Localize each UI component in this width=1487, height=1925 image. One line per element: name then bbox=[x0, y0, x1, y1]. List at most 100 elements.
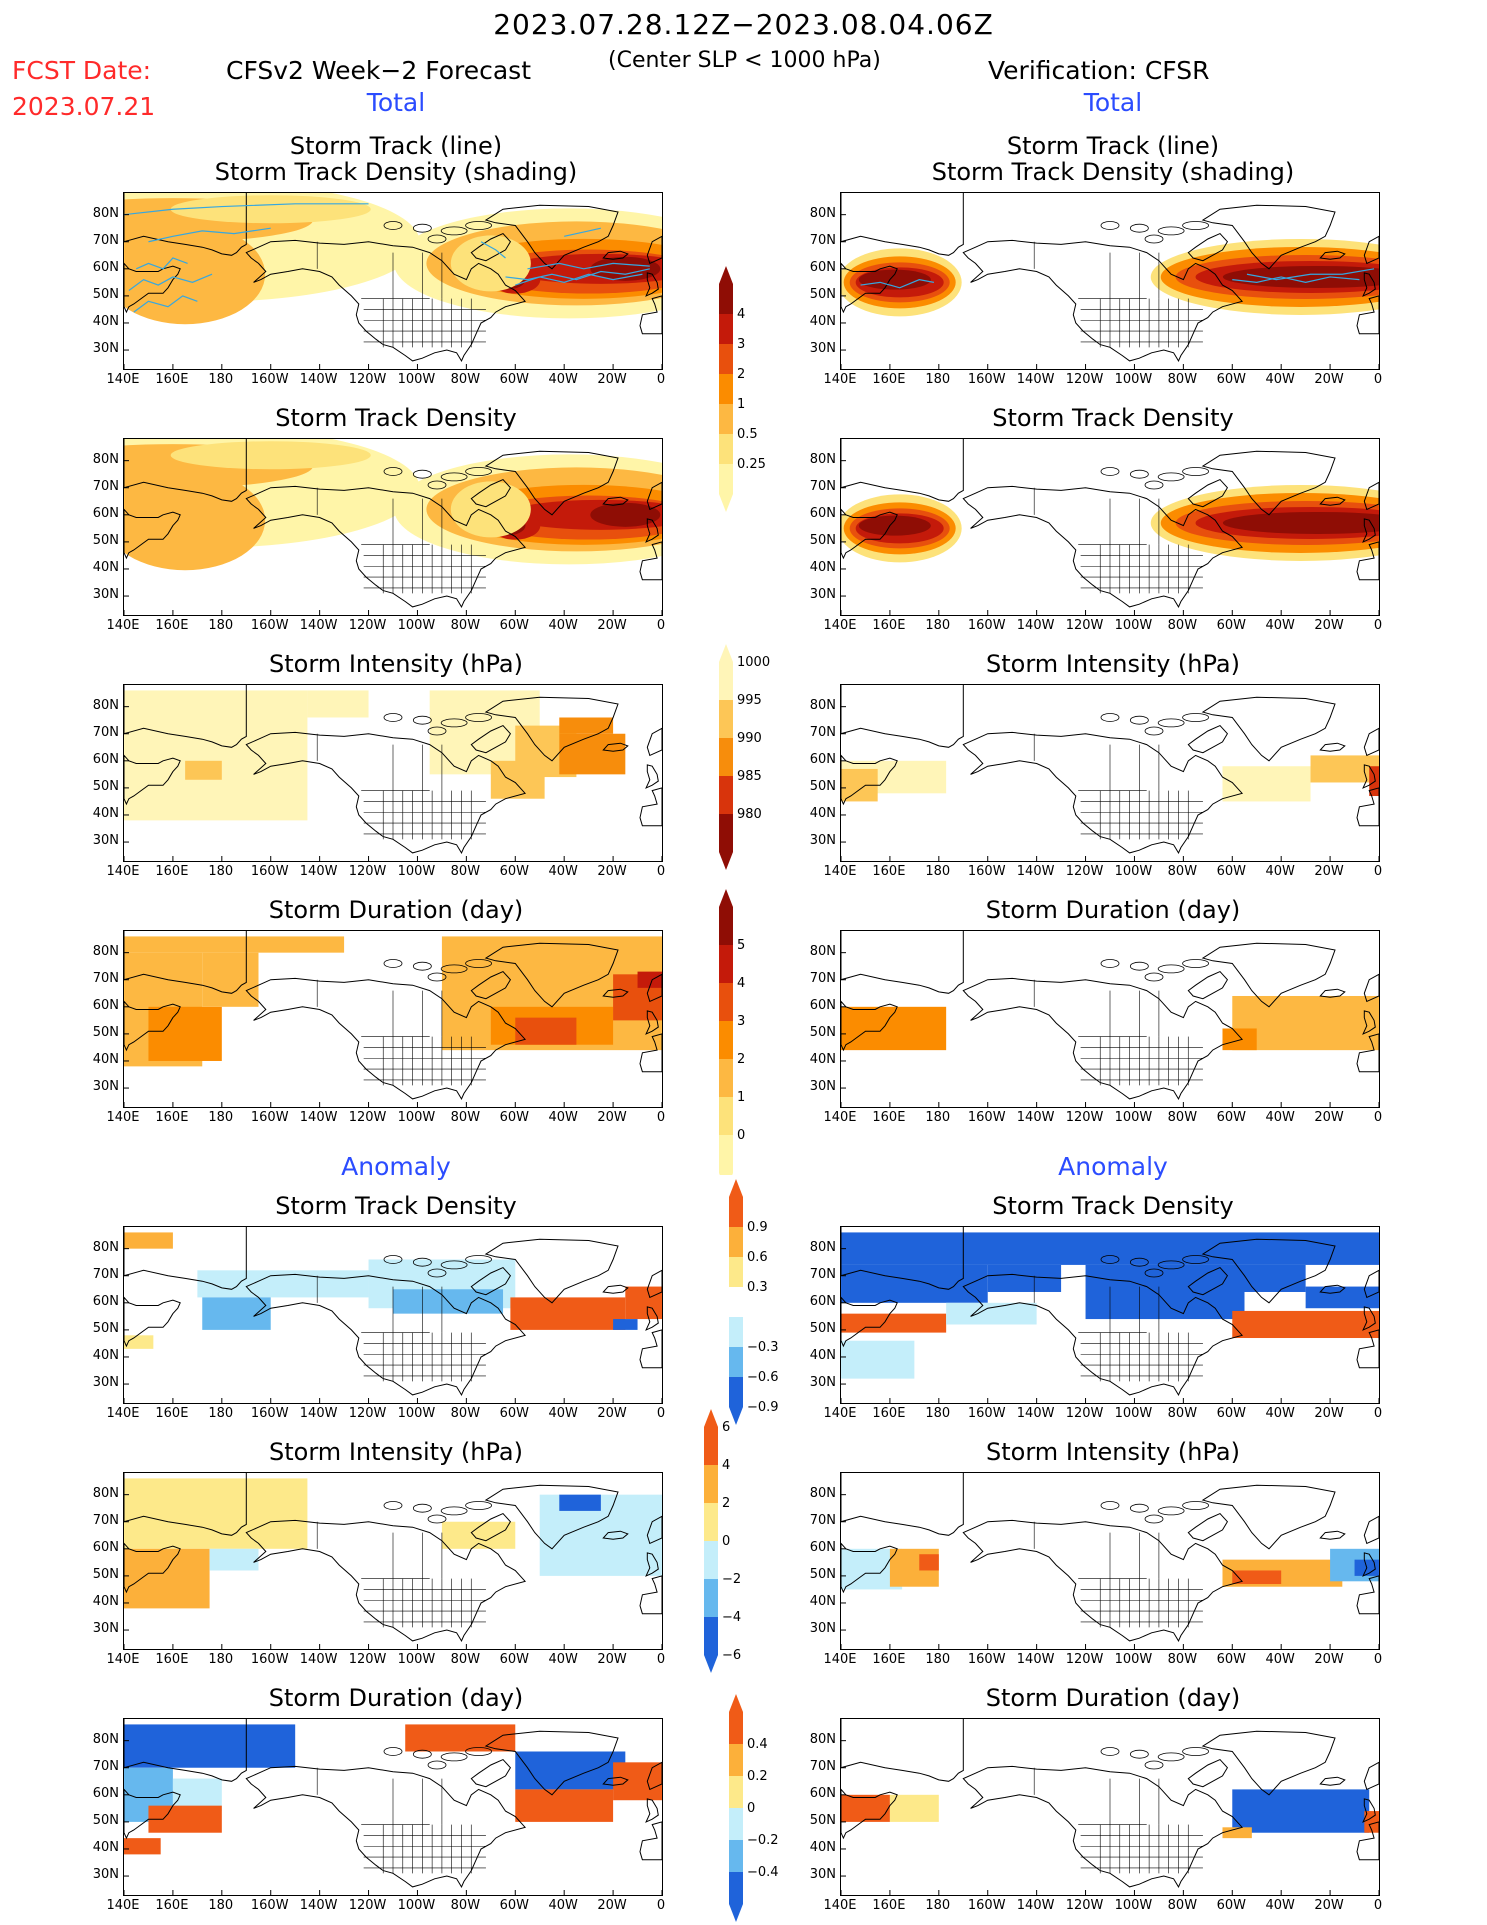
lon-label: 0 bbox=[656, 372, 666, 387]
lon-label: 60W bbox=[499, 1110, 529, 1125]
lon-label: 20W bbox=[597, 618, 627, 633]
lon-label: 120W bbox=[1065, 1110, 1104, 1125]
lon-label: 180 bbox=[208, 1406, 234, 1421]
lat-label: 60N bbox=[92, 997, 119, 1013]
lon-label: 140W bbox=[1016, 618, 1055, 633]
lat-label: 70N bbox=[92, 1758, 119, 1774]
lat-label: 80N bbox=[809, 1485, 836, 1501]
lon-label: 60W bbox=[499, 1898, 529, 1913]
svg-text:4: 4 bbox=[722, 1458, 730, 1473]
colorbar-duration-total: 5 4 3 2 1 0 bbox=[719, 889, 745, 1175]
lon-label: 80W bbox=[450, 1110, 481, 1125]
lat-label: 50N bbox=[809, 1566, 836, 1582]
right-anomaly-label: Anomaly bbox=[1058, 1152, 1168, 1181]
lon-label: 140W bbox=[1016, 1110, 1055, 1125]
svg-text:2: 2 bbox=[722, 1496, 730, 1511]
svg-text:−2: −2 bbox=[722, 1572, 741, 1587]
svg-text:3: 3 bbox=[737, 337, 745, 352]
svg-text:6: 6 bbox=[722, 1420, 730, 1435]
lat-label: 60N bbox=[809, 1785, 836, 1801]
lat-label: 30N bbox=[809, 1867, 836, 1883]
lon-label: 40W bbox=[1265, 1652, 1295, 1667]
lon-label: 40W bbox=[548, 1898, 578, 1913]
lon-label: 20W bbox=[1314, 1898, 1344, 1913]
title-density-right: Storm Track Density bbox=[992, 404, 1234, 432]
lon-label: 140W bbox=[299, 618, 338, 633]
lon-label: 40W bbox=[548, 864, 578, 879]
lon-label: 80W bbox=[1167, 372, 1198, 387]
lon-label: 160W bbox=[250, 1406, 289, 1421]
lat-label: 80N bbox=[92, 697, 119, 713]
lon-label: 160W bbox=[967, 1652, 1006, 1667]
lon-label: 160E bbox=[155, 618, 189, 633]
lon-label: 140E bbox=[823, 618, 857, 633]
lon-label: 140E bbox=[106, 372, 140, 387]
lon-label: 160E bbox=[872, 1898, 906, 1913]
political-boundaries bbox=[316, 221, 492, 348]
lon-label: 160E bbox=[155, 1406, 189, 1421]
lon-label: 160W bbox=[250, 1110, 289, 1125]
lon-label: 100W bbox=[397, 618, 436, 633]
lon-label: 20W bbox=[1314, 372, 1344, 387]
lon-label: 120W bbox=[348, 372, 387, 387]
lon-label: 0 bbox=[1373, 1406, 1383, 1421]
lon-label: 100W bbox=[397, 1406, 436, 1421]
right-total-label: Total bbox=[1083, 88, 1143, 117]
svg-text:−0.4: −0.4 bbox=[747, 1865, 779, 1880]
lat-label: 70N bbox=[809, 1266, 836, 1282]
model-title: CFSv2 Week−2 Forecast bbox=[226, 56, 531, 85]
lat-label: 50N bbox=[809, 532, 836, 548]
svg-text:0.4: 0.4 bbox=[747, 1737, 768, 1752]
lon-label: 0 bbox=[1373, 1110, 1383, 1125]
lon-label: 0 bbox=[1373, 864, 1383, 879]
lon-label: 140E bbox=[823, 864, 857, 879]
lat-label: 40N bbox=[809, 1347, 836, 1363]
land-outline bbox=[124, 1473, 662, 1642]
lon-label: 100W bbox=[397, 1898, 436, 1913]
lon-label: 120W bbox=[1065, 372, 1104, 387]
lon-label: 160W bbox=[967, 1110, 1006, 1125]
title-track-shading-left: Storm Track Density (shading) bbox=[214, 158, 578, 186]
land-outline bbox=[841, 193, 1379, 362]
lon-label: 120W bbox=[348, 618, 387, 633]
lon-label: 60W bbox=[1216, 372, 1246, 387]
political-boundaries bbox=[316, 713, 492, 840]
lon-label: 80W bbox=[1167, 1898, 1198, 1913]
lat-label: 60N bbox=[92, 751, 119, 767]
lon-label: 20W bbox=[1314, 1652, 1344, 1667]
left-anomaly-label: Anomaly bbox=[341, 1152, 451, 1181]
svg-text:1: 1 bbox=[737, 1090, 745, 1105]
lon-label: 180 bbox=[925, 1406, 951, 1421]
lat-label: 50N bbox=[92, 532, 119, 548]
lat-label: 70N bbox=[92, 970, 119, 986]
lon-label: 120W bbox=[348, 1110, 387, 1125]
svg-text:980: 980 bbox=[737, 807, 762, 822]
lon-label: 120W bbox=[348, 1406, 387, 1421]
land-outline bbox=[841, 1227, 1379, 1396]
land-outline bbox=[841, 439, 1379, 608]
svg-text:0.6: 0.6 bbox=[747, 1250, 768, 1265]
lon-label: 60W bbox=[1216, 1406, 1246, 1421]
lon-label: 140E bbox=[106, 1898, 140, 1913]
title-track-shading-right: Storm Track Density (shading) bbox=[931, 158, 1295, 186]
lat-label: 80N bbox=[92, 451, 119, 467]
lon-label: 180 bbox=[925, 1898, 951, 1913]
lon-label: 40W bbox=[548, 1406, 578, 1421]
title-intensity-left: Storm Intensity (hPa) bbox=[269, 650, 523, 678]
svg-text:−0.6: −0.6 bbox=[747, 1370, 779, 1385]
forecast-date: 2023.07.21 bbox=[12, 92, 156, 121]
lon-label: 140W bbox=[1016, 1406, 1055, 1421]
lon-label: 40W bbox=[1265, 1110, 1295, 1125]
lat-label: 70N bbox=[809, 478, 836, 494]
lat-label: 60N bbox=[809, 751, 836, 767]
svg-text:0: 0 bbox=[737, 1128, 745, 1143]
lon-label: 80W bbox=[450, 372, 481, 387]
lon-label: 160E bbox=[872, 1652, 906, 1667]
title-duration-left: Storm Duration (day) bbox=[268, 896, 524, 924]
lat-label: 40N bbox=[92, 1593, 119, 1609]
svg-text:−0.3: −0.3 bbox=[747, 1340, 779, 1355]
lat-label: 30N bbox=[809, 1375, 836, 1391]
map-forecast-intensity-anomaly bbox=[123, 1472, 663, 1650]
lat-label: 70N bbox=[92, 1512, 119, 1528]
lon-label: 120W bbox=[1065, 864, 1104, 879]
